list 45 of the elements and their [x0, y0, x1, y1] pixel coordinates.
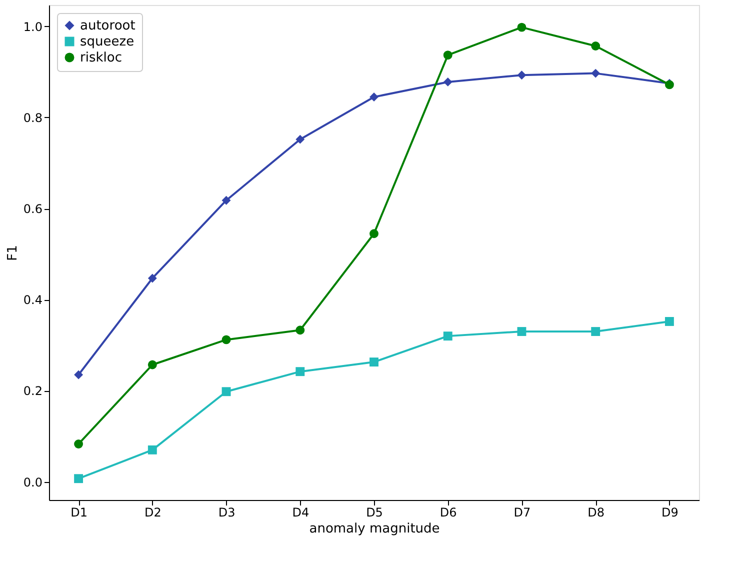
legend-label: riskloc	[80, 50, 122, 66]
point	[443, 77, 452, 86]
point	[148, 445, 157, 454]
point	[74, 474, 84, 484]
point	[591, 42, 600, 50]
point	[222, 387, 231, 396]
point	[222, 335, 231, 344]
point	[74, 440, 84, 448]
x-tick-label: D3	[218, 506, 236, 520]
x-tick-label: D2	[144, 506, 162, 520]
point	[591, 68, 600, 78]
y-tick-label: 0.0	[23, 475, 42, 490]
y-tick-label: 0.8	[23, 110, 42, 125]
point	[664, 317, 674, 326]
x-tick-label: D4	[292, 506, 310, 520]
point	[517, 22, 526, 32]
point	[296, 367, 305, 376]
point	[222, 196, 231, 205]
x-tick-label: D1	[70, 506, 88, 520]
x-axis-title: anomaly magnitude	[309, 522, 440, 536]
point	[148, 360, 157, 370]
point	[443, 50, 452, 60]
x-tick-label: D9	[662, 506, 678, 520]
x-tick-label: D8	[588, 506, 605, 520]
point	[370, 358, 378, 366]
point	[370, 229, 378, 238]
y-tick-label: 1.0	[23, 20, 42, 34]
point	[517, 70, 526, 80]
legend-label: autoroot	[80, 18, 136, 34]
y-axis-title: F1	[5, 245, 20, 261]
point	[591, 327, 600, 336]
x-tick-label: D7	[514, 506, 531, 520]
point	[296, 326, 305, 335]
point	[296, 134, 305, 144]
x-tick-label: D6	[440, 506, 457, 520]
x-tick-label: D5	[366, 506, 383, 520]
point	[370, 92, 378, 102]
point	[443, 332, 452, 341]
y-tick-label: 0.6	[23, 202, 42, 216]
legend-label: squeeze	[80, 34, 134, 50]
y-tick-label: 0.2	[23, 384, 42, 398]
point	[148, 274, 157, 283]
point	[517, 327, 526, 336]
point	[74, 370, 84, 380]
y-tick-label: 0.4	[23, 293, 42, 308]
